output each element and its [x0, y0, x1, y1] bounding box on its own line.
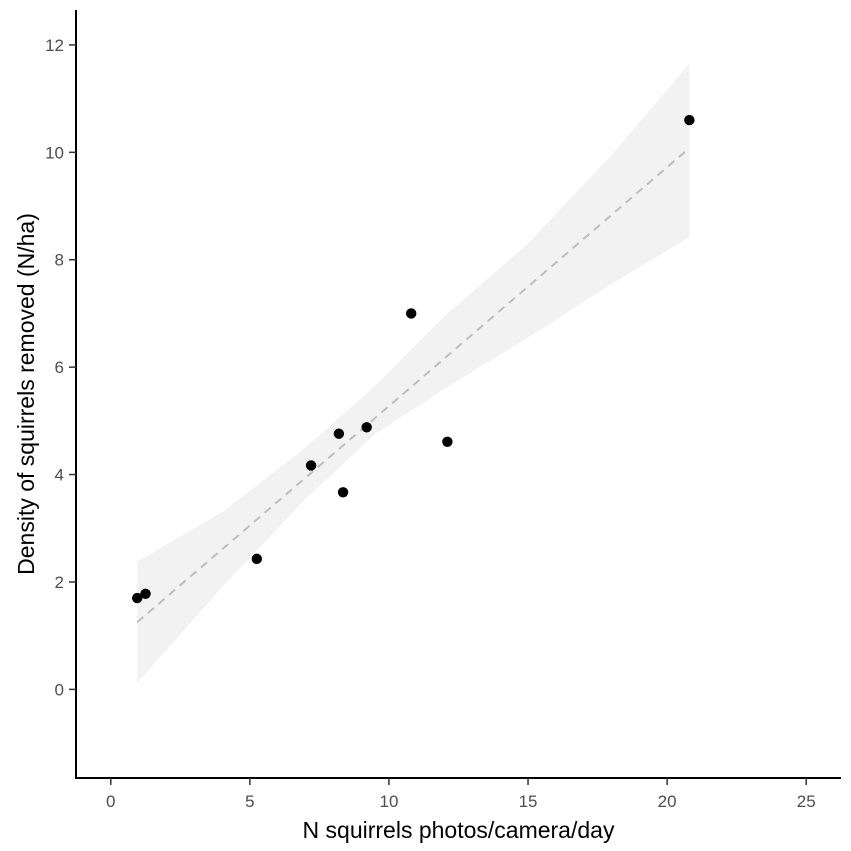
data-points-layer	[132, 114, 695, 604]
y-tick-label: 8	[55, 251, 64, 270]
data-point	[333, 428, 345, 439]
data-point	[406, 308, 417, 319]
x-tick-label: 20	[658, 792, 677, 811]
regression-line	[136, 147, 691, 624]
y-tick-label: 12	[45, 36, 64, 55]
x-tick-label: 10	[379, 792, 398, 811]
data-point	[442, 436, 453, 447]
data-point	[684, 114, 695, 126]
data-point	[305, 460, 317, 471]
x-tick-label: 15	[519, 792, 538, 811]
x-tick-label: 5	[245, 792, 254, 811]
y-axis-title: Density of squirrels removed (N/ha)	[13, 213, 39, 575]
data-point	[337, 487, 349, 498]
y-tick-label: 10	[45, 143, 64, 162]
x-axis-title: N squirrels photos/camera/day	[303, 817, 615, 843]
y-tick-label: 6	[55, 358, 64, 377]
y-tick-label: 0	[55, 680, 64, 699]
data-point	[132, 592, 143, 604]
data-point	[251, 553, 263, 565]
data-point	[140, 588, 151, 599]
confidence-band	[137, 63, 690, 683]
fit-line-layer	[136, 147, 691, 624]
y-tick-label: 4	[55, 466, 64, 485]
confidence-band-layer	[137, 63, 690, 683]
x-tick-label: 0	[106, 792, 115, 811]
x-tick-label: 25	[797, 792, 816, 811]
data-point	[361, 422, 372, 433]
axes-layer: 0 5 10 15 20 25 0 2 4 6 8 10 12	[45, 10, 841, 811]
y-tick-label: 2	[55, 573, 64, 592]
